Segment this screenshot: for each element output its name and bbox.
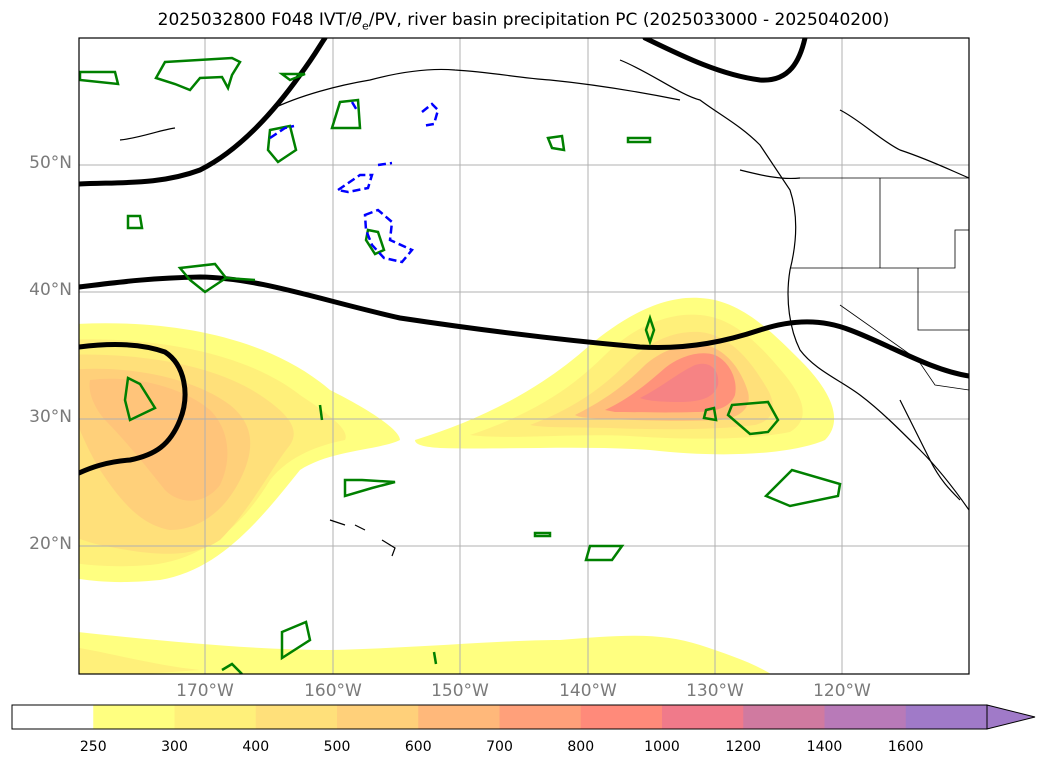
lon-label-160w: 160°W [304, 681, 362, 701]
colorbar-cell [12, 705, 94, 729]
lon-label-140w: 140°W [559, 681, 617, 701]
map-canvas [78, 37, 970, 675]
colorbar-tick-label: 700 [486, 739, 513, 755]
colorbar-cell [255, 705, 338, 729]
colorbar-cell [662, 705, 744, 729]
lon-label-120w: 120°W [813, 681, 871, 701]
colorbar-tick-label: 1200 [725, 739, 762, 755]
lon-label-150w: 150°W [431, 681, 489, 701]
lat-label-40n: 40°N [29, 280, 72, 300]
colorbar-tick-label: 600 [404, 739, 432, 755]
colorbar-cell [174, 705, 257, 729]
colorbar-tick-label: 1600 [887, 739, 924, 755]
colorbar-cell [824, 705, 907, 729]
colorbar-extend-arrow [986, 704, 1036, 730]
colorbar-tick-label: 800 [567, 739, 595, 755]
theta-contours-green [79, 56, 842, 674]
coastlines [119, 59, 969, 557]
map-frame [78, 37, 970, 675]
title-prefix: 2025032800 F048 IVT/ [157, 10, 352, 30]
colorbar-cell [337, 705, 419, 729]
colorbar-tick-label: 1000 [644, 739, 680, 755]
colorbar-cell [499, 705, 582, 729]
ivt-contours-black [79, 38, 969, 476]
colorbar-tick-label: 500 [323, 739, 351, 755]
state-borders [790, 177, 969, 391]
colorbar-tick-label: 400 [242, 739, 270, 755]
lat-label-20n: 20°N [29, 534, 72, 554]
colorbar [11, 704, 1036, 730]
ivt-shading [79, 297, 835, 674]
colorbar-cell [580, 705, 663, 729]
colorbar-frame [11, 704, 988, 730]
colorbar-cell [418, 705, 500, 729]
map-title: 2025032800 F048 IVT/θe/PV, river basin p… [0, 10, 1047, 32]
colorbar-tick-label: 250 [79, 739, 107, 755]
colorbar-cell [743, 705, 825, 729]
colorbar-cell [905, 705, 988, 729]
lat-label-30n: 30°N [29, 407, 72, 427]
colorbar-tick-label: 300 [161, 739, 188, 755]
lat-label-50n: 50°N [29, 153, 72, 173]
graticule [79, 38, 969, 674]
colorbar-cells [12, 705, 988, 729]
title-suffix: /PV, river basin precipitation PC (20250… [368, 10, 890, 30]
lon-label-130w: 130°W [686, 681, 744, 701]
title-theta: θ [351, 10, 362, 30]
colorbar-tick-label: 1400 [806, 739, 843, 755]
colorbar-cell [93, 705, 175, 729]
lon-label-170w: 170°W [176, 681, 234, 701]
title-sub: e [362, 19, 369, 33]
pv-contours-blue [269, 101, 440, 264]
